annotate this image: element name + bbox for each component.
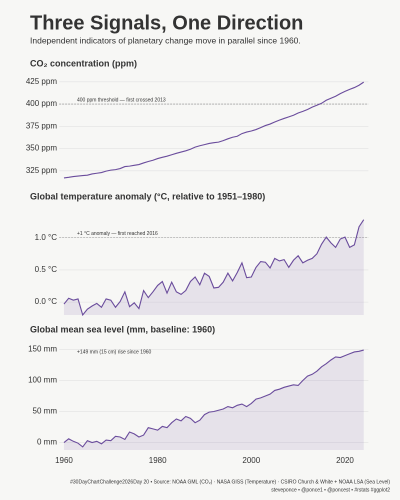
line: [63, 349, 364, 448]
area: [63, 350, 364, 450]
threshold-label: 400 ppm threshold — first crossed 2013: [77, 97, 166, 103]
y-tick-label: 100 mm: [28, 376, 57, 385]
panel-title: Global mean sea level (mm, baseline: 196…: [30, 324, 215, 334]
x-tick-label: 2000: [242, 456, 260, 465]
y-tick-label: 425 ppm: [26, 77, 57, 86]
panel-title: Global temperature anomaly (°C, relative…: [30, 191, 265, 201]
y-tick-label: 400 ppm: [26, 99, 57, 108]
annotation: +149 mm (15 cm) rise since 1960: [77, 349, 152, 355]
threshold-label: +1 °C anomaly — first reached 2016: [77, 231, 158, 237]
caption: #30DayChartChallenge2026Day 20 • Source:…: [70, 479, 390, 485]
y-tick-label: 150 mm: [28, 345, 57, 354]
y-tick-label: 1.0 °C: [35, 233, 58, 242]
line: [63, 219, 365, 317]
page-subtitle: Independent indicators of planetary chan…: [30, 35, 301, 45]
y-tick-label: 0.5 °C: [35, 265, 58, 274]
y-tick-label: 0.0 °C: [35, 297, 58, 306]
area: [63, 219, 364, 315]
x-tick-label: 1960: [55, 456, 73, 465]
caption: steveponce • @ponce1 • @poncest • #rstat…: [271, 487, 390, 493]
x-tick-label: 1980: [149, 456, 167, 465]
y-tick-label: 0 mm: [37, 438, 57, 447]
page-title: Three Signals, One Direction: [30, 12, 303, 34]
line: [63, 81, 365, 179]
y-tick-label: 350 ppm: [26, 144, 57, 153]
y-tick-label: 375 ppm: [26, 121, 57, 130]
panel-title: CO₂ concentration (ppm): [30, 58, 137, 68]
x-tick-label: 2020: [336, 456, 354, 465]
y-tick-label: 325 ppm: [26, 166, 57, 175]
y-tick-label: 50 mm: [33, 407, 58, 416]
